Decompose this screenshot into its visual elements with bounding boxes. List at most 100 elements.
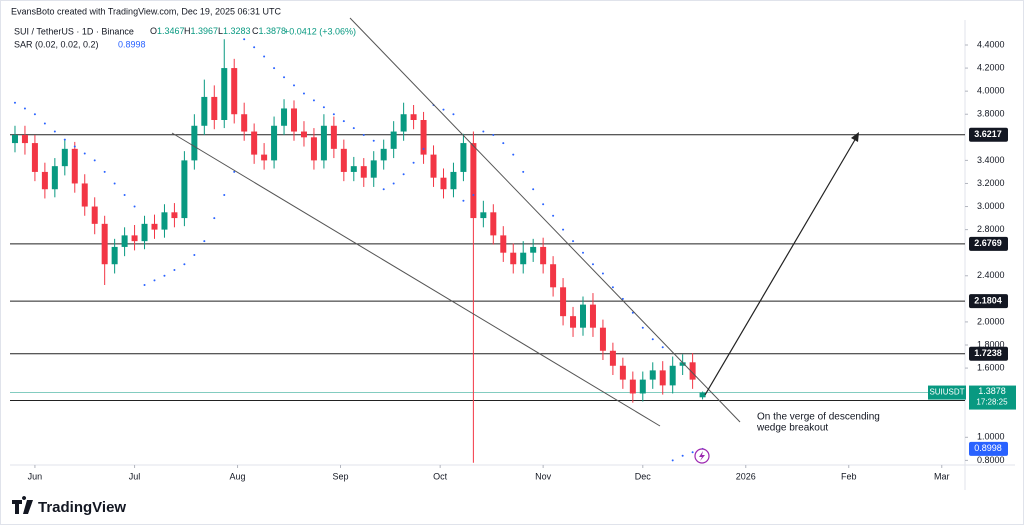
candle-body bbox=[360, 166, 367, 178]
candle-body bbox=[281, 108, 288, 126]
ohlc-item: O1.3467 bbox=[150, 26, 185, 36]
sar-dot bbox=[661, 346, 664, 349]
sar-dot bbox=[522, 170, 525, 173]
x-tick-label: 2026 bbox=[736, 471, 756, 481]
candle-body bbox=[41, 171, 48, 190]
sar-dot bbox=[163, 274, 166, 277]
sar-dot bbox=[302, 92, 305, 95]
sar-dot bbox=[691, 451, 694, 454]
wedge-lower-line bbox=[171, 132, 661, 427]
candle-body bbox=[689, 362, 696, 380]
candle-body bbox=[470, 143, 477, 219]
candle-body bbox=[11, 135, 18, 144]
sar-dot bbox=[552, 214, 555, 217]
candle-body bbox=[151, 223, 158, 230]
candle-body bbox=[420, 120, 427, 155]
sar-dot bbox=[332, 113, 335, 116]
y-tick-label: 2.4000 bbox=[977, 270, 1005, 280]
candle-body bbox=[300, 131, 307, 138]
candle-body bbox=[440, 177, 447, 190]
sar-dot bbox=[13, 101, 16, 104]
x-tick-label: Jul bbox=[129, 471, 141, 481]
arrow-head bbox=[851, 132, 859, 142]
y-tick-label: 2.8000 bbox=[977, 224, 1005, 234]
candle-body bbox=[291, 108, 298, 132]
candle-body bbox=[310, 137, 317, 161]
candle-body bbox=[400, 114, 407, 132]
candle-body bbox=[101, 223, 108, 265]
y-tick-label: 3.8000 bbox=[977, 109, 1005, 119]
sar-dot bbox=[532, 188, 535, 191]
candle-body bbox=[550, 264, 557, 288]
x-tick-label: Aug bbox=[230, 471, 246, 481]
brand: TradingView bbox=[38, 499, 126, 516]
candle-body bbox=[31, 143, 38, 172]
sar-dot bbox=[203, 240, 206, 243]
sar-dot bbox=[492, 134, 495, 136]
sar-dot bbox=[223, 194, 226, 196]
sar-dot bbox=[562, 228, 565, 231]
sar-dot bbox=[233, 170, 236, 173]
sar-dot bbox=[93, 159, 96, 162]
symbol-badge bbox=[928, 385, 966, 400]
sar-dot bbox=[582, 251, 584, 254]
candle-body bbox=[619, 365, 626, 380]
x-tick-label: Dec bbox=[635, 471, 652, 481]
sar-dot bbox=[512, 153, 515, 156]
annotation: wedge breakout bbox=[756, 423, 828, 434]
indicator-badge-label: 0.8998 bbox=[974, 443, 1002, 453]
candle-body bbox=[251, 131, 258, 155]
y-tick-label: 3.4000 bbox=[977, 155, 1005, 165]
sar-dot bbox=[362, 134, 365, 136]
sar-dot bbox=[442, 108, 445, 111]
candle-body bbox=[649, 370, 656, 380]
candle-body bbox=[669, 365, 676, 386]
candle-body bbox=[211, 96, 218, 120]
candle-body bbox=[91, 206, 98, 224]
ohlc-value: 1.3967 bbox=[191, 26, 219, 36]
symbol-label: SUIUSDT bbox=[929, 388, 964, 397]
sar-dot bbox=[103, 170, 106, 173]
plot: Jun Jul Aug Sep Oct Nov Dec 2026 Feb Mar 4.4000 4.2… bbox=[10, 20, 1016, 490]
candle-body bbox=[191, 125, 198, 161]
credit: EvansBoto created with TradingView.com, … bbox=[11, 6, 281, 16]
sar-dot bbox=[123, 194, 126, 196]
sar-dot bbox=[322, 106, 325, 109]
sar-dot bbox=[143, 284, 146, 286]
sar-dot bbox=[293, 84, 296, 87]
x-tick-label: Mar bbox=[934, 471, 950, 481]
sar-dot bbox=[422, 147, 425, 150]
y-tick-label: 3.2000 bbox=[977, 178, 1005, 188]
x-tick-label: Jun bbox=[28, 471, 43, 481]
target-arrow bbox=[704, 137, 857, 396]
y-tick-label: 3.0000 bbox=[977, 201, 1005, 211]
indicator-badge bbox=[969, 441, 1008, 456]
sar-dot bbox=[263, 55, 266, 58]
candle-body bbox=[560, 287, 567, 317]
candle-body bbox=[221, 68, 228, 120]
level-label: 2.1804 bbox=[974, 295, 1002, 305]
sar-dot bbox=[23, 107, 26, 110]
candle-body bbox=[61, 148, 68, 167]
indicator-name: SAR (0.02, 0.02, 0.2) bbox=[14, 39, 99, 49]
sar-dot bbox=[183, 263, 186, 266]
sar-dot bbox=[193, 254, 196, 256]
sar-dot bbox=[641, 326, 644, 329]
candle-body bbox=[460, 143, 467, 172]
ohlc-item: L1.3283 bbox=[218, 26, 251, 36]
sar-dot bbox=[213, 217, 216, 220]
y-tick-label: 0.8000 bbox=[977, 455, 1005, 465]
candle-body bbox=[490, 212, 497, 236]
sar-dot bbox=[681, 454, 684, 457]
candle-body bbox=[570, 316, 577, 328]
sar-dot bbox=[412, 161, 415, 164]
ohlc-value: 1.3283 bbox=[223, 26, 251, 36]
sar-dot bbox=[482, 130, 485, 133]
y-tick-label: 4.2000 bbox=[977, 62, 1005, 72]
sar-dot bbox=[83, 152, 86, 155]
sar-dot bbox=[243, 38, 246, 41]
sar-dot bbox=[283, 76, 286, 79]
candle-body bbox=[161, 212, 168, 230]
candle-body bbox=[679, 362, 686, 366]
